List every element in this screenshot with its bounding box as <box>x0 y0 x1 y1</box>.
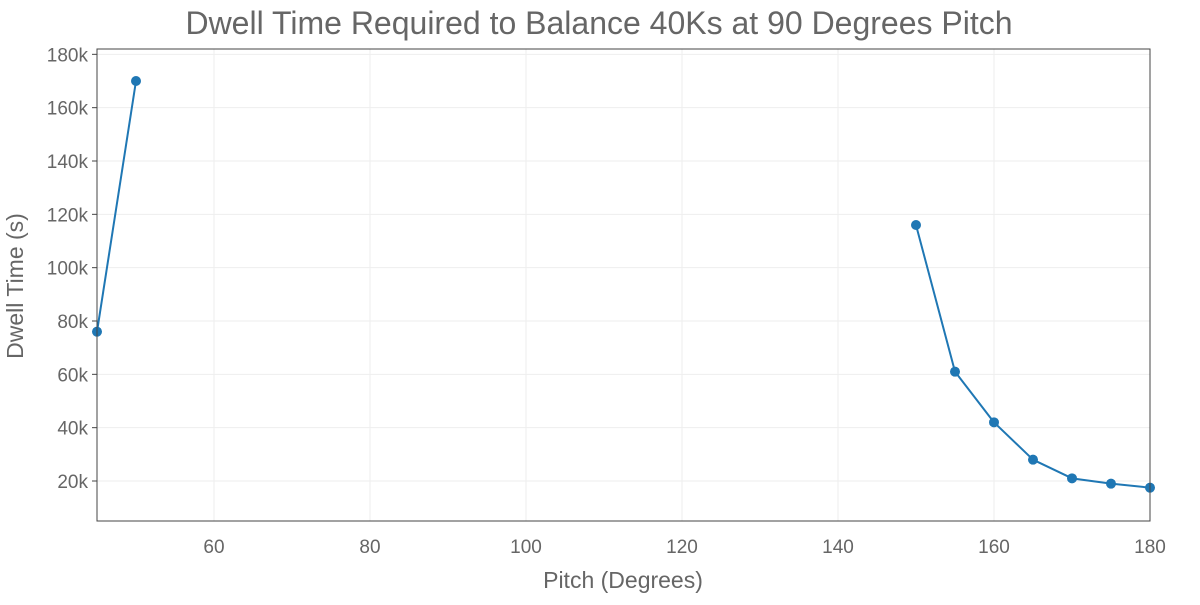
x-tick-label: 100 <box>510 537 542 558</box>
series-line <box>915 224 1151 489</box>
plot-frame <box>96 48 1151 522</box>
y-tick-label: 120k <box>47 205 89 226</box>
chart-title: Dwell Time Required to Balance 40Ks at 9… <box>185 5 1012 41</box>
y-axis-ticks: 20k 40k 60k 80k 100k 120k 140k 160k 180k <box>47 45 97 493</box>
y-axis-label: Dwell Time (s) <box>2 213 28 359</box>
data-point <box>1028 454 1038 465</box>
y-tick-label: 160k <box>47 99 89 120</box>
x-tick-label: 180 <box>1134 537 1166 558</box>
data-point <box>989 417 999 428</box>
x-tick-label: 120 <box>666 537 698 558</box>
y-tick-label: 180k <box>47 45 89 66</box>
series-line <box>96 80 137 332</box>
data-point <box>131 76 141 86</box>
data-point <box>911 220 921 230</box>
y-tick-label: 140k <box>47 152 89 173</box>
plot-series <box>92 76 1155 493</box>
y-tick-label: 60k <box>57 365 88 386</box>
x-tick-label: 60 <box>203 537 224 558</box>
x-tick-label: 140 <box>822 537 854 558</box>
x-tick-label: 160 <box>978 537 1010 558</box>
data-point <box>950 366 960 377</box>
x-axis-ticks: 60 80 100 120 140 160 180 <box>203 537 1165 558</box>
x-tick-label: 80 <box>359 537 380 558</box>
y-tick-label: 80k <box>57 312 88 333</box>
y-tick-label: 40k <box>57 419 88 440</box>
grid-lines <box>97 49 1151 521</box>
data-point <box>1067 473 1077 484</box>
data-point <box>1106 478 1116 489</box>
x-axis-label: Pitch (Degrees) <box>543 567 703 593</box>
y-tick-label: 100k <box>47 259 89 280</box>
y-tick-label: 20k <box>57 472 88 493</box>
